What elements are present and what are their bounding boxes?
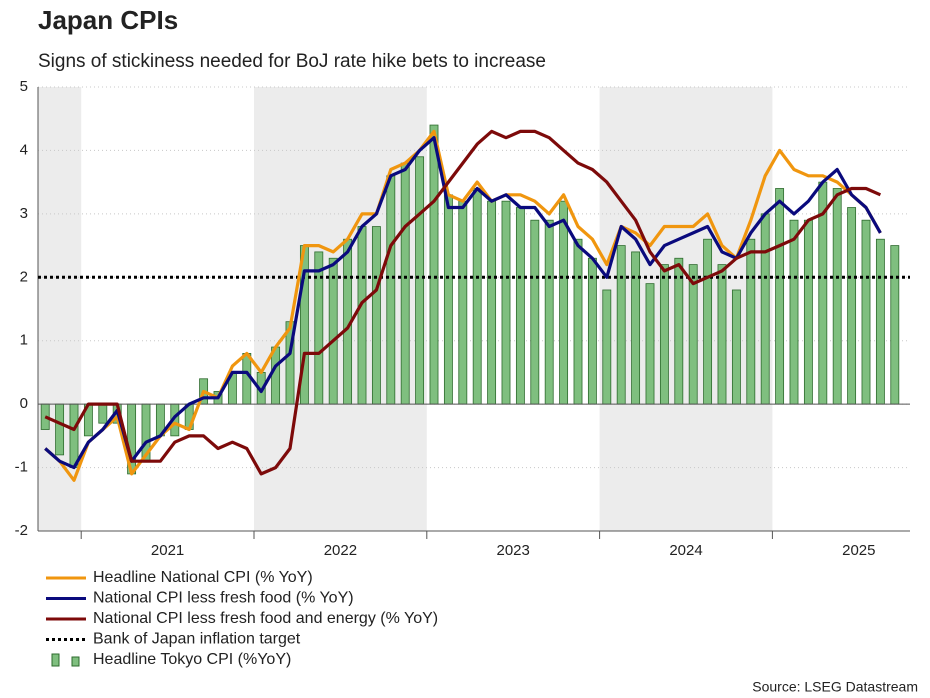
legend-label: National CPI less fresh food and energy … (93, 610, 438, 627)
bar (386, 175, 396, 405)
year-shade (599, 87, 773, 531)
x-tick-label: 2025 (842, 542, 875, 559)
bar (775, 188, 785, 405)
bar (443, 194, 453, 405)
y-tick-label: 5 (20, 78, 28, 95)
bar (69, 403, 79, 468)
bar (487, 200, 497, 405)
x-tick-label: 2022 (324, 542, 357, 559)
legend-label: Bank of Japan inflation target (93, 631, 301, 648)
bar (616, 245, 626, 405)
bar (746, 238, 756, 405)
bar (760, 213, 770, 405)
y-tick-label: 1 (20, 332, 28, 349)
bar (631, 251, 641, 405)
x-tick-label: 2021 (151, 542, 184, 559)
bar (501, 200, 511, 405)
chart-title: Japan CPIs (38, 5, 178, 35)
bar (789, 219, 799, 405)
x-tick-label: 2024 (669, 542, 702, 559)
bar (674, 257, 684, 405)
bar (458, 200, 468, 405)
bar (573, 238, 583, 405)
x-tick-label: 2023 (497, 542, 530, 559)
bar (429, 124, 439, 405)
bar (328, 257, 338, 405)
bar (544, 219, 554, 405)
bar (371, 226, 381, 405)
bar (688, 264, 698, 405)
bar (717, 264, 727, 405)
bar (271, 346, 281, 405)
bar (645, 283, 655, 405)
legend-label: Headline Tokyo CPI (%YoY) (93, 651, 291, 668)
bar (515, 207, 525, 405)
bar (415, 156, 425, 405)
bar (832, 188, 842, 405)
chart-subtitle: Signs of stickiness needed for BoJ rate … (38, 51, 546, 72)
bar (587, 257, 597, 405)
legend-swatch (51, 653, 60, 667)
y-tick-label: -2 (15, 522, 28, 539)
bar (314, 251, 324, 405)
bar (357, 226, 367, 405)
bar (703, 238, 713, 405)
bar (472, 188, 482, 405)
line-series (44, 129, 882, 482)
y-tick-label: 0 (20, 395, 28, 412)
bar (803, 219, 813, 405)
bar (530, 219, 540, 405)
bar (659, 264, 669, 405)
bar (602, 289, 612, 405)
y-tick-label: 3 (20, 205, 28, 222)
legend-label: Headline National CPI (% YoY) (93, 569, 313, 586)
y-tick-label: -1 (15, 459, 28, 476)
bar (861, 219, 871, 405)
y-tick-label: 4 (20, 141, 28, 158)
bar (98, 403, 108, 424)
source: Source: LSEG Datastream (752, 679, 918, 695)
bar (875, 238, 885, 405)
y-tick-label: 2 (20, 268, 28, 285)
bar (559, 200, 569, 405)
legend-swatch (71, 656, 80, 667)
bar (847, 207, 857, 405)
bar (890, 245, 900, 405)
bar (55, 403, 65, 456)
line-series (44, 136, 882, 470)
bar (731, 289, 741, 405)
bar (400, 162, 410, 405)
line-series (44, 129, 882, 476)
legend-label: National CPI less fresh food (% YoY) (93, 590, 354, 607)
